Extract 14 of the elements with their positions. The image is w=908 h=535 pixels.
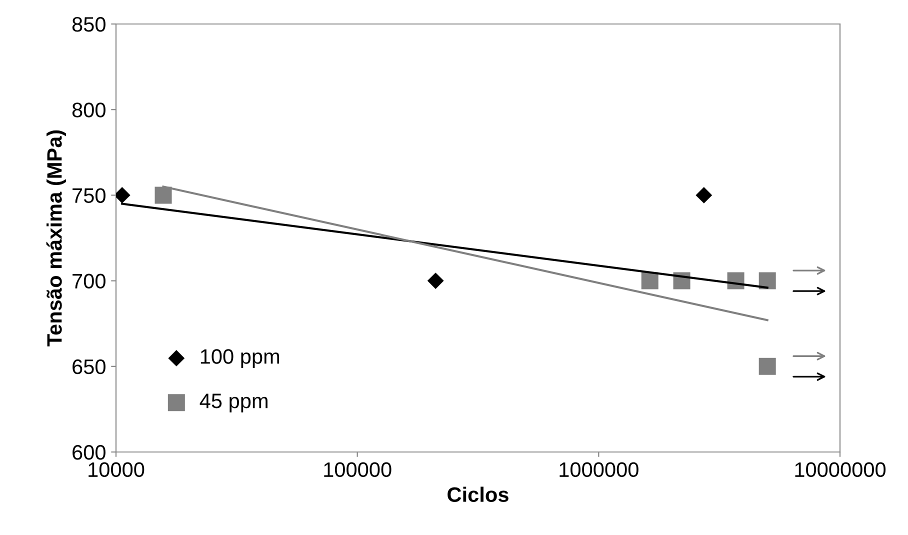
- y-tick-label: 600: [72, 445, 106, 460]
- x-tick-label: 10000: [88, 462, 144, 478]
- y-tick-label: 850: [72, 17, 106, 32]
- x-tick-label: 1000000: [560, 462, 638, 478]
- legend-label: 45 ppm: [200, 394, 268, 412]
- y-tick-label: 750: [72, 188, 106, 203]
- legend-label: 100 ppm: [200, 349, 280, 368]
- x-tick-label: 100000: [324, 462, 392, 478]
- y-tick-label: 700: [72, 274, 106, 289]
- x-tick-label: 10000000: [795, 462, 886, 478]
- y-tick-label: 800: [72, 102, 106, 118]
- y-tick-label: 650: [72, 359, 106, 374]
- x-axis-title: Ciclos: [448, 486, 508, 502]
- y-axis-title: Tensão máxima (MPa): [46, 130, 66, 346]
